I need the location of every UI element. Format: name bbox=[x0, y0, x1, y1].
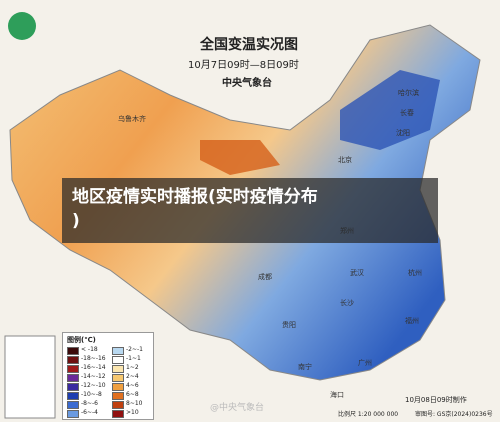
warm-area bbox=[200, 140, 280, 175]
made-time: 10月08日09时制作 bbox=[405, 396, 467, 404]
legend-swatch bbox=[67, 410, 79, 418]
overlay-text: ) bbox=[72, 211, 80, 231]
legend-label: -8~-6 bbox=[81, 400, 98, 407]
city: 乌鲁木齐 bbox=[118, 115, 146, 123]
legend-swatch bbox=[112, 401, 124, 409]
legend-label: -18~-16 bbox=[81, 355, 106, 362]
city: 长春 bbox=[400, 109, 414, 117]
legend-swatch bbox=[112, 347, 124, 355]
legend-swatch bbox=[67, 401, 79, 409]
legend-label: -1~1 bbox=[126, 355, 141, 362]
legend-swatch bbox=[67, 383, 79, 391]
legend-swatch bbox=[67, 392, 79, 400]
legend-swatch bbox=[112, 410, 124, 418]
watermark: @中央气象台 bbox=[210, 403, 265, 413]
city: 广州 bbox=[358, 359, 372, 367]
scale: 比例尺 1:20 000 000 bbox=[338, 411, 399, 418]
logo bbox=[8, 12, 36, 40]
city: 海口 bbox=[330, 391, 344, 399]
legend-label: 8~10 bbox=[126, 400, 143, 407]
title: 全国变温实况图 bbox=[200, 37, 298, 53]
legend-label: 6~8 bbox=[126, 391, 139, 398]
legend-label: < -18 bbox=[81, 346, 98, 353]
legend-label: -2~-1 bbox=[126, 346, 143, 353]
legend-swatch bbox=[67, 374, 79, 382]
legend-swatch bbox=[67, 347, 79, 355]
legend-swatch bbox=[112, 392, 124, 400]
legend-title: 图例(℃) bbox=[67, 336, 96, 344]
legend-swatch bbox=[112, 374, 124, 382]
legend-label: -10~-8 bbox=[81, 391, 102, 398]
issuer: 中央气象台 bbox=[222, 78, 272, 89]
city: 武汉 bbox=[350, 269, 364, 277]
city: 成都 bbox=[258, 273, 272, 281]
legend-swatch bbox=[112, 383, 124, 391]
legend-swatch bbox=[112, 356, 124, 364]
legend-label: 1~2 bbox=[126, 364, 139, 371]
legend-label: -14~-12 bbox=[81, 373, 106, 380]
city: 沈阳 bbox=[396, 129, 410, 137]
city: 贵阳 bbox=[282, 321, 296, 329]
city: 哈尔滨 bbox=[398, 89, 419, 97]
city: 长沙 bbox=[340, 299, 354, 307]
city: 杭州 bbox=[408, 269, 422, 277]
legend-label: -12~-10 bbox=[81, 382, 106, 389]
inset-map bbox=[4, 335, 56, 419]
overlay-banner: 地区疫情实时播报(实时疫情分布 ) bbox=[62, 178, 438, 243]
period: 10月7日09时—8日09时 bbox=[188, 60, 299, 71]
review-number: 审图号: GS京(2024)0236号 bbox=[415, 411, 493, 418]
legend-swatch bbox=[112, 365, 124, 373]
legend-swatch bbox=[67, 365, 79, 373]
cold-area bbox=[340, 70, 440, 150]
city: 北京 bbox=[338, 156, 352, 164]
legend-label: >10 bbox=[126, 409, 139, 416]
city: 南宁 bbox=[298, 363, 312, 371]
legend-label: -16~-14 bbox=[81, 364, 106, 371]
legend-label: 2~4 bbox=[126, 373, 139, 380]
legend: 图例(℃) < -18 -18~-16 -16~-14 -14~-12 -12~-10 -… bbox=[62, 332, 154, 420]
legend-label: 4~6 bbox=[126, 382, 139, 389]
city: 福州 bbox=[405, 317, 419, 325]
legend-swatch bbox=[67, 356, 79, 364]
overlay-text: 地区疫情实时播报(实时疫情分布 bbox=[72, 187, 318, 207]
legend-label: -6~-4 bbox=[81, 409, 98, 416]
